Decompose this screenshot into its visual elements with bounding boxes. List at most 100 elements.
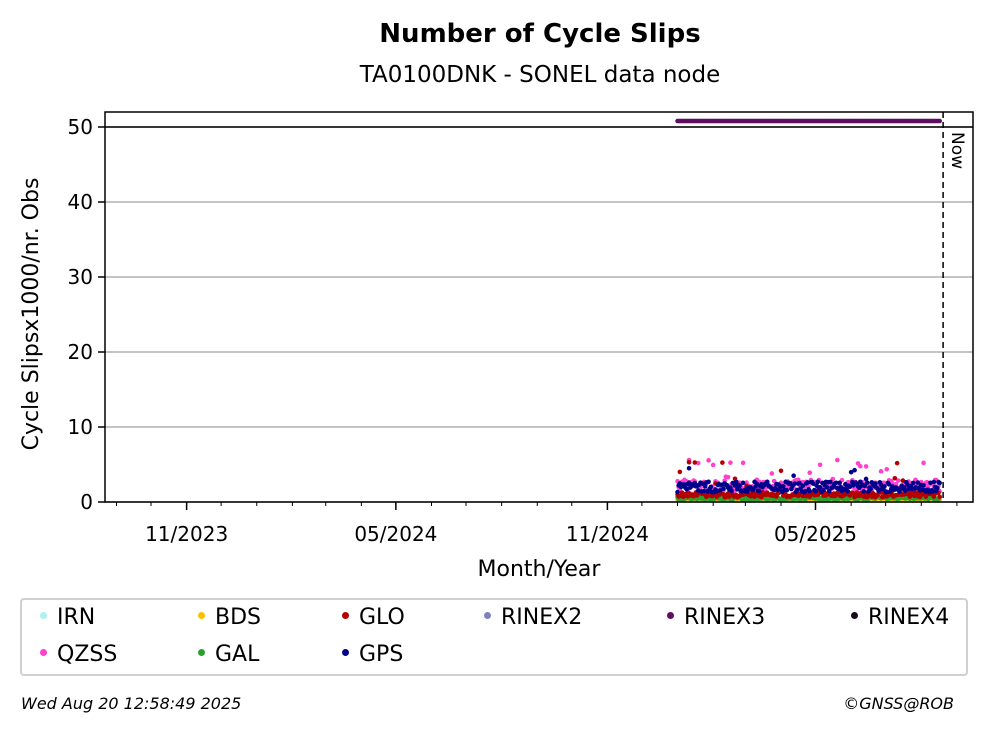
data-point: [892, 475, 898, 481]
data-point: [864, 480, 870, 485]
data-point: [686, 465, 692, 471]
legend-item-rinex2: RINEX2: [484, 606, 582, 630]
now-label: Now: [947, 132, 967, 169]
legend-label: RINEX2: [501, 605, 583, 630]
data-point: [800, 483, 806, 488]
legend-label: RINEX3: [684, 605, 766, 630]
data-point: [692, 460, 698, 465]
data-point: [807, 488, 813, 494]
data-point: [905, 482, 910, 487]
data-point: [937, 494, 942, 500]
data-point: [805, 480, 810, 485]
legend-item-irn: IRN: [40, 606, 95, 630]
y-tick-label: 20: [68, 340, 93, 364]
data-point: [852, 467, 857, 473]
legend-item-bds: BDS: [198, 606, 261, 630]
y-tick-label: 10: [68, 415, 93, 439]
data-point: [862, 483, 868, 489]
gal-marker-icon: [198, 648, 205, 656]
y-tick-label: 0: [80, 490, 93, 514]
data-point: [701, 488, 707, 494]
data-point: [740, 460, 746, 466]
footer-timestamp: Wed Aug 20 12:58:49 2025: [21, 694, 242, 713]
data-point: [744, 480, 749, 485]
data-point: [847, 484, 853, 489]
legend: IRN BDS GLO RINEX2 RINEX3 RINEX4 QZSS GA…: [20, 598, 968, 676]
data-point: [817, 484, 823, 490]
data-point: [813, 488, 818, 494]
data-point: [858, 463, 863, 469]
data-point: [921, 483, 926, 488]
data-point: [686, 459, 692, 465]
data-point: [708, 484, 714, 490]
footer-credit: ©GNSS@ROB: [843, 694, 954, 713]
data-point: [717, 488, 723, 493]
data-point: [910, 480, 916, 486]
data-point: [894, 460, 900, 466]
rinex4-marker-icon: [851, 611, 858, 619]
data-point: [695, 488, 701, 493]
data-point: [794, 487, 800, 493]
data-point: [928, 480, 933, 486]
legend-item-glo: GLO: [342, 606, 405, 630]
cycle-slips-chart: Number of Cycle Slips TA0100DNK - SONEL …: [19, 19, 974, 582]
legend-label: BDS: [215, 605, 261, 630]
data-point: [897, 489, 902, 494]
data-point: [930, 489, 936, 494]
data-point: [706, 479, 711, 485]
data-point: [937, 480, 942, 486]
x-tick-label: 05/2024: [354, 522, 437, 546]
series-gps: [675, 465, 942, 495]
chart-title: Number of Cycle Slips: [379, 19, 700, 49]
data-point: [863, 476, 869, 482]
data-point: [702, 484, 708, 489]
data-point: [931, 479, 937, 485]
data-point: [884, 489, 890, 495]
x-tick-label: 11/2023: [145, 522, 228, 546]
data-point: [778, 468, 784, 474]
data-point: [732, 483, 738, 488]
data-point: [895, 478, 901, 483]
data-points: [675, 118, 942, 503]
data-point: [784, 487, 790, 493]
data-point: [706, 458, 711, 463]
data-point: [826, 488, 832, 494]
y-tick-label: 50: [68, 115, 93, 139]
data-point: [833, 480, 839, 486]
irn-marker-icon: [40, 611, 47, 619]
data-point: [710, 462, 716, 468]
data-point: [754, 481, 760, 487]
data-point: [872, 481, 878, 486]
rinex2-marker-icon: [484, 611, 491, 619]
data-point: [737, 483, 742, 489]
x-tick-label: 05/2025: [774, 522, 857, 546]
data-point: [728, 460, 733, 465]
legend-label: GPS: [359, 642, 404, 667]
data-point: [821, 487, 826, 493]
data-point: [923, 494, 929, 499]
data-point: [797, 480, 802, 486]
series-rinex3: [675, 118, 942, 124]
legend-item-gps: GPS: [342, 643, 403, 667]
data-point: [791, 473, 796, 479]
y-axis-label: Cycle Slipsx1000/nr. Obs: [19, 178, 44, 451]
gps-marker-icon: [342, 648, 349, 656]
data-point: [695, 460, 701, 466]
plot-frame: [104, 111, 974, 503]
x-axis-label: Month/Year: [478, 557, 602, 582]
qzss-marker-icon: [40, 648, 47, 656]
data-point: [735, 486, 740, 492]
data-point: [675, 489, 680, 495]
legend-label: GLO: [359, 605, 405, 630]
data-point: [935, 485, 940, 491]
y-tick-label: 40: [68, 190, 93, 214]
data-point: [807, 470, 813, 476]
data-point: [677, 469, 683, 475]
x-tick-label: 11/2024: [566, 522, 649, 546]
legend-item-rinex3: RINEX3: [667, 606, 765, 630]
reference-lines: Now: [105, 112, 973, 502]
data-point: [882, 480, 887, 486]
data-point: [902, 488, 908, 493]
data-point: [725, 474, 731, 480]
data-point: [684, 486, 690, 492]
